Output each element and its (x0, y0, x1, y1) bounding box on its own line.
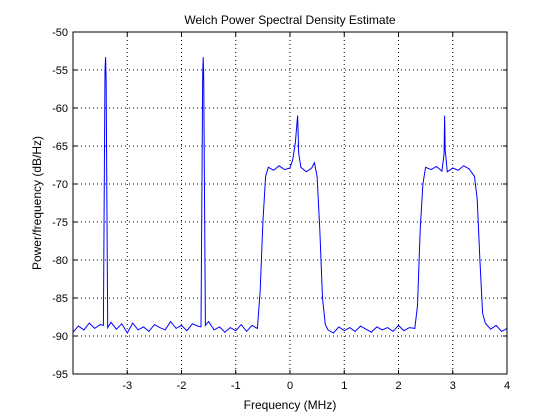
x-tick-label: 0 (287, 380, 293, 392)
series-layer (72, 57, 508, 335)
x-tick-label: 4 (504, 380, 510, 392)
y-tick-label: -85 (52, 293, 68, 305)
x-axis-label: Frequency (MHz) (244, 398, 337, 412)
x-tick-label: 1 (341, 380, 347, 392)
plot-area (73, 32, 507, 374)
x-tick-label: -3 (122, 380, 132, 392)
plot-axes: -3 -2 -1 0 1 2 3 4 -95 -90 -85 -80 -75 -70 -65 -60 -55 -5… (52, 27, 510, 392)
y-tick-label: -55 (52, 65, 68, 77)
chart-title: Welch Power Spectral Density Estimate (184, 13, 396, 27)
x-tick-label: 2 (395, 380, 401, 392)
y-tick-label: -70 (52, 179, 68, 191)
y-tick-label: -50 (52, 27, 68, 39)
y-tick-label: -95 (52, 369, 68, 381)
y-tick-label: -65 (52, 141, 68, 153)
axis-ticks: -3 -2 -1 0 1 2 3 4 -95 -90 -85 -80 -75 -70 -65 -60 -55 -5… (52, 27, 510, 392)
y-axis-label: Power/frequency (dB/Hz) (30, 136, 44, 270)
y-tick-label: -90 (52, 331, 68, 343)
psd-series-line (72, 57, 508, 335)
y-tick-label: -80 (52, 255, 68, 267)
y-tick-label: -60 (52, 103, 68, 115)
x-tick-label: 3 (450, 380, 456, 392)
x-tick-label: -1 (231, 380, 241, 392)
x-tick-label: -2 (177, 380, 187, 392)
y-tick-label: -75 (52, 217, 68, 229)
grid-lines (73, 32, 507, 374)
